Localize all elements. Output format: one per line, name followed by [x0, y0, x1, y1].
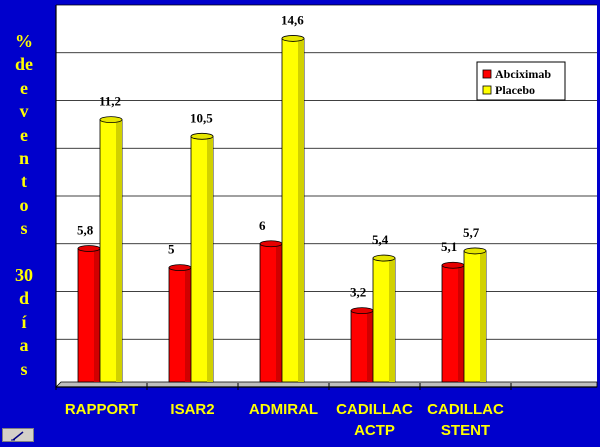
data-label: 11,2 [99, 94, 121, 109]
data-label: 5,7 [463, 225, 480, 240]
bar-top [281, 35, 305, 42]
bar-shade [207, 136, 213, 382]
y-axis-label: % de e v e n t o s 30 d í a s [8, 30, 40, 381]
legend-swatch-abciximab [482, 69, 492, 79]
legend-box [476, 61, 566, 101]
bar-shade [367, 310, 373, 382]
legend-label: Abciximab [495, 67, 551, 81]
bar-shade [276, 243, 282, 382]
pen-icon[interactable] [2, 428, 34, 442]
data-label: 14,6 [281, 12, 304, 27]
bar-top [77, 245, 101, 252]
y-label-char: e [20, 77, 28, 98]
bar-top [259, 240, 283, 248]
y-label-char: e [20, 124, 28, 145]
y-label-char: o [19, 194, 29, 215]
data-label: 5,8 [77, 223, 94, 238]
category-label: ISAR2 [170, 401, 214, 418]
category-label: ACTP [354, 422, 395, 439]
bar-shade [94, 248, 100, 382]
y-label-char: s [20, 218, 28, 239]
chart-floor [55, 381, 598, 388]
bar-top [168, 264, 192, 272]
legend-label: Placebo [495, 83, 535, 97]
y-label-char: t [21, 171, 27, 192]
bar-shade [389, 258, 395, 382]
y-label-char: s [20, 358, 28, 379]
y-label-char: v [19, 101, 29, 122]
data-label: 10,5 [190, 110, 213, 125]
data-label: 5 [168, 242, 175, 257]
bar-top [463, 247, 487, 255]
bar-top [350, 307, 374, 315]
category-label: STENT [441, 422, 490, 439]
y-label-char: % [15, 31, 33, 51]
y-label-char: n [18, 148, 29, 169]
y-label-char: d [18, 288, 29, 309]
bar-top [190, 132, 214, 140]
y-label-char: a [19, 335, 29, 356]
y-label-char: de [15, 54, 33, 75]
legend-swatch-placebo [482, 85, 492, 95]
bar-top [99, 116, 123, 123]
bar-top [372, 254, 396, 262]
bar-shade [458, 265, 464, 382]
bar-shade [298, 38, 304, 383]
y-label-char: 30 [15, 265, 33, 286]
data-label: 6 [259, 218, 266, 233]
category-label: RAPPORT [65, 401, 138, 418]
category-label: CADILLAC [336, 401, 413, 418]
bar-shade [116, 119, 122, 382]
category-label: CADILLAC [427, 401, 504, 418]
bar-shade [480, 250, 486, 382]
data-label: 3,2 [350, 285, 366, 300]
category-label: ADMIRAL [249, 401, 318, 418]
data-label: 5,4 [372, 232, 389, 247]
y-label-char: í [21, 311, 27, 332]
bar-top [441, 261, 465, 269]
data-label: 5,1 [441, 239, 457, 254]
bar-shade [185, 267, 191, 382]
